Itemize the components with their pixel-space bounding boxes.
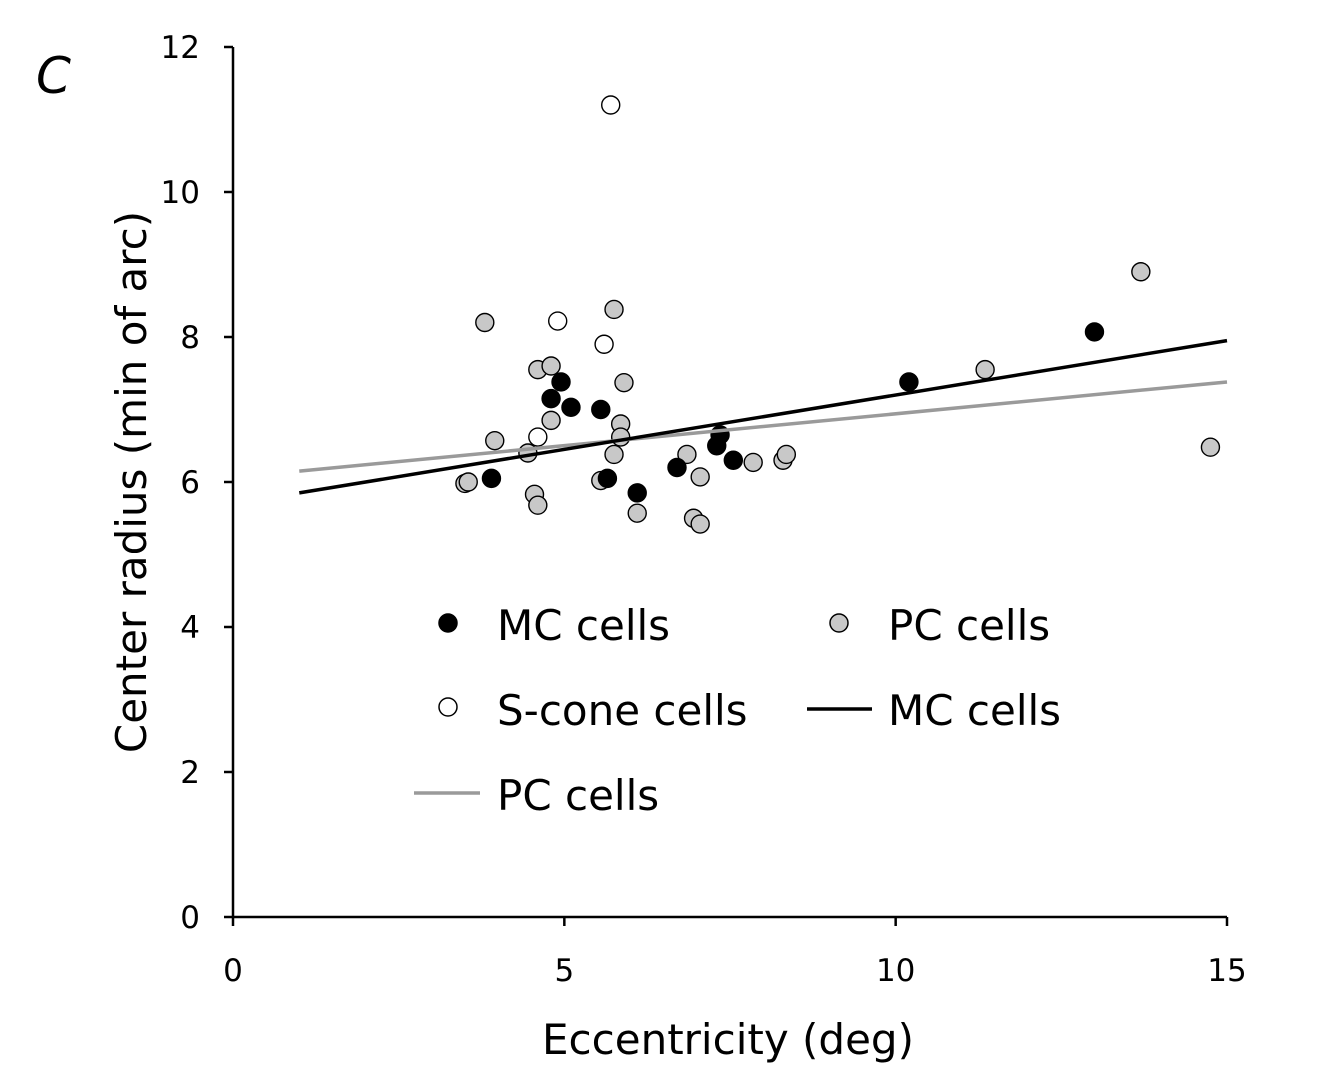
legend-marker-pc-cells (829, 613, 849, 633)
data-point-mc-cells (667, 457, 687, 478)
data-point-s-cone-cells (594, 334, 614, 354)
data-point-mc-cells (541, 388, 561, 409)
data-point-pc-cells (1200, 437, 1221, 457)
data-point-pc-cells (690, 514, 710, 534)
x-tick-label: 5 (554, 953, 574, 989)
y-axis: 0 2 4 6 8 10 12 (161, 30, 235, 936)
legend-marker-mc-cells (438, 613, 458, 633)
y-tick-label: 10 (161, 175, 200, 211)
data-point-mc-cells (481, 468, 502, 489)
data-point-s-cone-cells (548, 311, 568, 331)
legend-label-pc-line: PC cells (497, 771, 659, 820)
legend-label-s-cone-cells: S-cone cells (497, 686, 748, 735)
data-point-pc-cells (975, 359, 995, 380)
data-point-mc-cells (597, 468, 618, 489)
regression-line-pc-cells (299, 380, 1228, 473)
regression-lines (298, 338, 1228, 495)
data-point-pc-cells (604, 444, 624, 465)
x-tick-label: 15 (1207, 953, 1246, 989)
data-point-mc-cells (723, 450, 744, 470)
data-point-mc-cells (591, 399, 611, 420)
data-point-pc-cells (690, 467, 710, 487)
x-tick-label: 0 (223, 953, 243, 989)
data-point-mc-cells (561, 397, 581, 418)
y-tick-label: 4 (180, 610, 200, 646)
data-point-s-cone-cells (601, 95, 621, 115)
x-tick-label: 10 (876, 953, 915, 989)
legend-label-mc-cells: MC cells (497, 601, 670, 650)
data-point-mc-cells (627, 483, 647, 503)
data-point-pc-cells (541, 410, 561, 431)
data-point-pc-cells (627, 503, 647, 523)
data-point-pc-cells (475, 312, 495, 333)
data-point-mc-cells (551, 372, 571, 392)
data-points (455, 95, 1221, 534)
y-tick-label: 2 (180, 755, 200, 791)
data-point-pc-cells (528, 495, 548, 515)
legend-label-mc-line: MC cells (888, 686, 1061, 735)
data-point-pc-cells (677, 444, 697, 465)
data-point-s-cone-cells (528, 427, 548, 447)
y-tick-label: 12 (161, 30, 200, 66)
panel-label: C (36, 47, 71, 105)
legend-marker-s-cone-cells (438, 697, 458, 717)
data-point-pc-cells (458, 472, 478, 492)
x-axis: 0 5 10 15 (223, 915, 1247, 989)
data-point-mc-cells (899, 372, 919, 392)
legend-label-pc-cells: PC cells (888, 601, 1050, 650)
x-axis-title: Eccentricity (deg) (542, 1015, 914, 1064)
data-point-pc-cells (485, 430, 505, 451)
data-point-pc-cells (541, 356, 561, 376)
y-tick-label: 6 (180, 465, 200, 501)
data-point-pc-cells (743, 452, 763, 473)
data-point-pc-cells (604, 299, 624, 320)
y-tick-label: 0 (180, 900, 200, 936)
legend: MC cells PC cells S-cone cells MC cells … (414, 601, 1061, 820)
regression-line-mc-cells (298, 338, 1228, 495)
data-point-pc-cells (614, 372, 634, 393)
data-point-mc-cells (1084, 322, 1105, 342)
y-tick-label: 8 (180, 320, 200, 356)
data-point-pc-cells (1131, 262, 1151, 282)
y-axis-title: Center radius (min of arc) (107, 211, 156, 753)
data-point-pc-cells (610, 427, 631, 447)
data-point-pc-cells (776, 444, 797, 465)
